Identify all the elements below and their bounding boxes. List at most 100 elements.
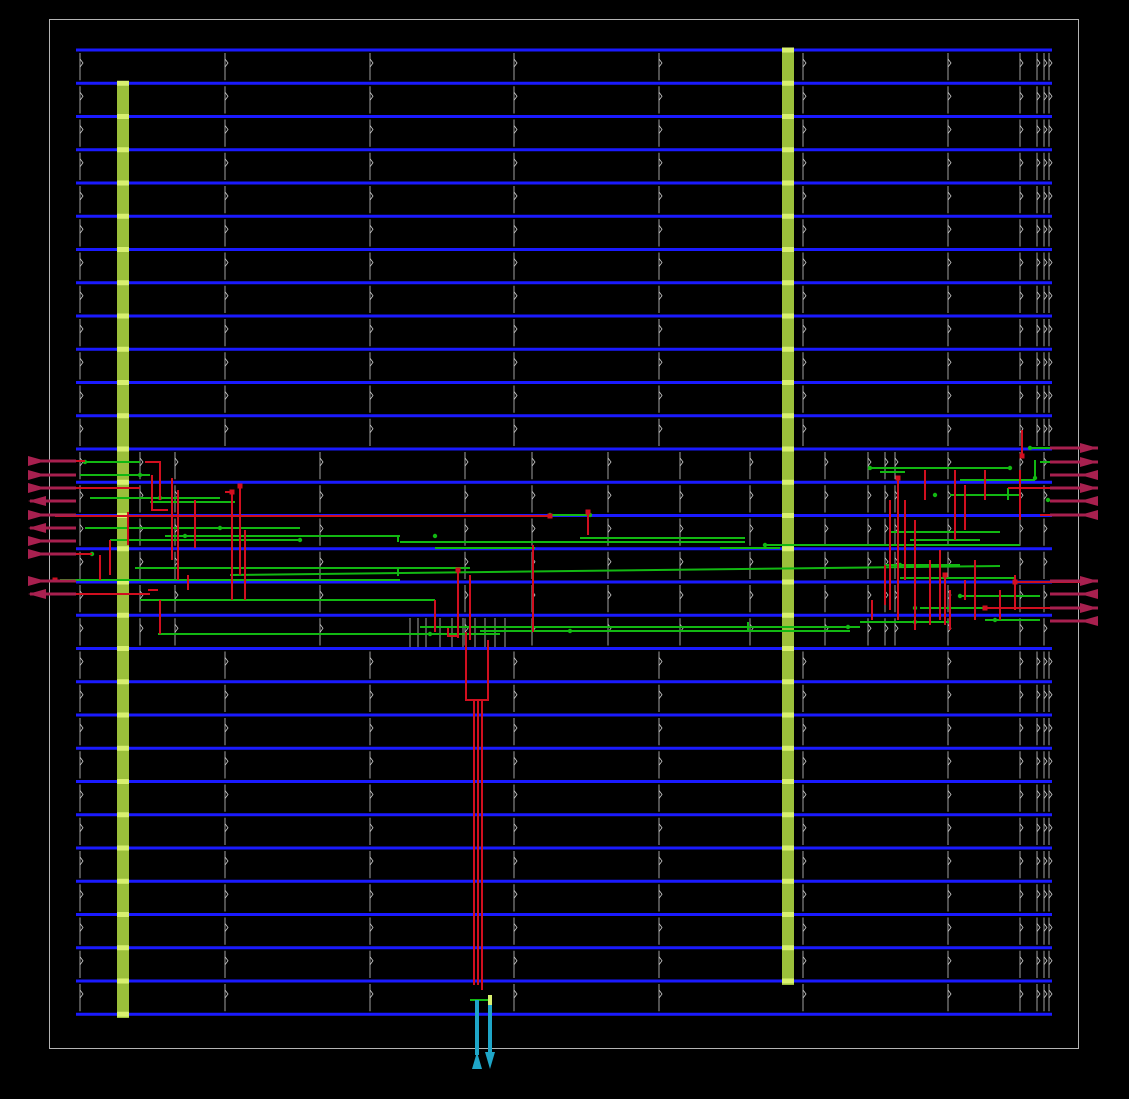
cell-mark-tick — [947, 125, 952, 134]
strap-via — [117, 612, 129, 618]
cell-mark-tick — [947, 823, 952, 832]
pin-via — [488, 995, 492, 1005]
strap-via — [117, 845, 129, 851]
cell-mark-tick — [79, 92, 84, 101]
cell-mark-tick — [947, 723, 952, 733]
cell-mark-tick — [658, 856, 663, 866]
cell-mark-tick — [802, 424, 807, 433]
strap-via — [117, 247, 129, 252]
strap-via — [782, 147, 794, 153]
cell-mark-tick — [139, 624, 144, 633]
cell-mark-tick — [1036, 424, 1041, 433]
cell-mark-tick — [947, 291, 952, 300]
cell-mark-tick — [369, 657, 374, 666]
cell-mark-tick — [513, 923, 518, 932]
cell-mark-tick — [884, 491, 889, 500]
cell-mark-tick — [824, 491, 829, 500]
cell-mark-tick — [79, 557, 84, 566]
cell-mark-tick — [867, 457, 872, 467]
cell-mark-tick — [79, 391, 84, 400]
cell-mark-tick — [947, 191, 952, 201]
strap-via — [117, 1011, 129, 1017]
io-pin-arrow — [28, 483, 46, 493]
cell-mark-tick — [607, 557, 612, 566]
green-via — [992, 617, 998, 623]
cell-mark-tick — [658, 391, 663, 400]
cell-mark-tick — [947, 989, 952, 999]
io-pin-arrow — [28, 549, 46, 559]
cell-mark-tick — [947, 358, 952, 367]
green-via — [432, 533, 438, 539]
cell-mark-tick — [79, 258, 84, 267]
cell-mark-tick — [1036, 856, 1041, 866]
cell-mark-tick — [607, 590, 612, 600]
strap-via — [782, 247, 794, 252]
cell-mark-tick — [1036, 391, 1041, 400]
cell-mark-tick — [607, 524, 612, 533]
cell-mark-tick — [513, 58, 518, 68]
strap-via — [117, 280, 129, 286]
cell-mark-tick — [1043, 524, 1048, 533]
strap-via — [117, 80, 129, 86]
cell-mark-tick — [1019, 989, 1024, 999]
io-pin-arrow — [1080, 510, 1098, 520]
cell-mark-tick — [1043, 557, 1048, 566]
cell-mark-tick — [1019, 291, 1024, 300]
cell-mark-tick — [824, 557, 829, 566]
cell-mark-tick — [319, 557, 324, 566]
strap-via — [117, 779, 129, 784]
cell-mark-tick — [224, 823, 229, 832]
cell-mark-tick — [79, 890, 84, 899]
cell-mark-tick — [513, 92, 518, 101]
cell-mark-tick — [1036, 92, 1041, 101]
cell-mark-tick — [867, 557, 872, 566]
cell-mark-tick — [947, 391, 952, 400]
cell-mark-tick — [1043, 989, 1048, 999]
cell-mark-tick — [1048, 657, 1053, 666]
cell-mark-tick — [319, 624, 324, 633]
cell-mark-tick — [658, 989, 663, 999]
strap-via — [782, 313, 794, 319]
cell-mark-tick — [1019, 690, 1024, 699]
red-via — [1012, 579, 1018, 585]
io-pin-arrow — [472, 1052, 482, 1069]
strap-via — [117, 346, 129, 352]
cell-mark-tick — [1048, 757, 1053, 766]
red-wire — [145, 461, 161, 500]
cell-mark-tick — [224, 225, 229, 234]
green-via — [137, 472, 143, 478]
cell-mark-tick — [658, 58, 663, 68]
cell-mark-tick — [513, 358, 518, 367]
green-via — [932, 492, 938, 498]
cell-mark-tick — [79, 324, 84, 334]
cell-mark-tick — [679, 457, 684, 467]
green-via — [182, 533, 188, 539]
cell-mark-tick — [1043, 258, 1048, 267]
cell-mark-tick — [1043, 657, 1048, 666]
cell-mark-tick — [1048, 391, 1053, 400]
cell-mark-tick — [531, 524, 536, 533]
cell-mark-tick — [658, 158, 663, 167]
cell-mark-tick — [1019, 856, 1024, 866]
cell-mark-tick — [1048, 823, 1053, 832]
cell-mark-tick — [369, 823, 374, 832]
die-boundary — [49, 19, 1079, 1049]
green-via — [957, 593, 963, 599]
strap-via — [117, 579, 129, 585]
cell-mark-tick — [1043, 158, 1048, 167]
strap-via — [782, 546, 794, 552]
cell-mark-tick — [369, 158, 374, 167]
cell-mark-tick — [369, 58, 374, 68]
cell-mark-tick — [1036, 723, 1041, 733]
red-via — [1019, 453, 1025, 459]
strap-via — [782, 812, 794, 818]
cell-mark-tick — [513, 690, 518, 699]
cell-mark-tick — [1019, 158, 1024, 167]
cell-mark-tick — [749, 590, 754, 600]
cell-mark-tick — [319, 457, 324, 467]
cell-mark-tick — [464, 557, 469, 566]
cell-tick-marks — [79, 53, 1053, 1012]
cell-mark-tick — [79, 58, 84, 68]
cell-mark-tick — [1043, 956, 1048, 965]
cell-mark-tick — [369, 723, 374, 733]
